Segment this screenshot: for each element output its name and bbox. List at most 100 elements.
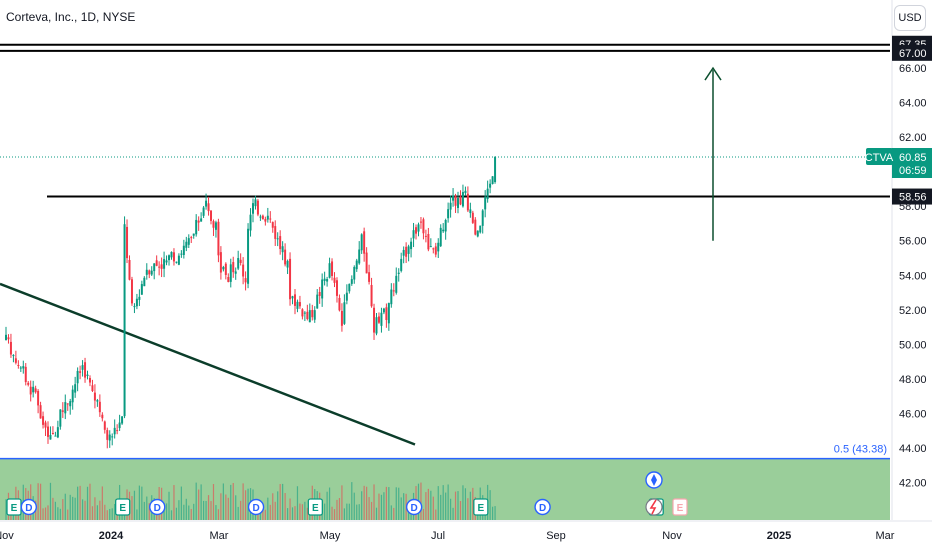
volume-bar bbox=[247, 488, 249, 520]
candle-body bbox=[108, 434, 111, 441]
volume-bar bbox=[180, 486, 182, 520]
volume-bar bbox=[338, 497, 341, 520]
volume-bar bbox=[454, 491, 457, 520]
time-axis-tick: 2024 bbox=[99, 530, 124, 542]
candle-body bbox=[333, 277, 336, 283]
candle-body bbox=[205, 200, 208, 207]
candle-body bbox=[486, 188, 489, 200]
dividend-marker-label: D bbox=[539, 503, 546, 514]
earnings-marker[interactable] bbox=[307, 498, 323, 516]
volume-bar bbox=[99, 500, 101, 520]
future-earnings-marker[interactable] bbox=[672, 498, 688, 516]
volume-bar bbox=[306, 507, 308, 520]
candle-body bbox=[249, 214, 252, 231]
volume-bar bbox=[358, 504, 360, 520]
volume-bar bbox=[190, 508, 192, 520]
volume-bar bbox=[291, 507, 294, 520]
dividend-marker[interactable] bbox=[534, 498, 551, 516]
earnings-marker[interactable] bbox=[115, 498, 131, 516]
candle-body bbox=[331, 261, 334, 276]
descending-trendline[interactable] bbox=[0, 282, 416, 446]
candle-body bbox=[227, 277, 230, 282]
volume-bar bbox=[203, 500, 205, 520]
candle-body bbox=[14, 358, 17, 363]
volume-bar bbox=[96, 505, 98, 520]
volume-bar bbox=[331, 506, 333, 520]
candle-body bbox=[71, 389, 74, 403]
earnings-marker[interactable] bbox=[473, 498, 489, 516]
candle-body bbox=[234, 271, 237, 274]
volume-bar bbox=[205, 500, 207, 520]
candle-body bbox=[353, 266, 356, 280]
candle-body bbox=[360, 234, 363, 251]
volume-bar bbox=[408, 509, 410, 520]
price-axis-tick: 48.00 bbox=[899, 374, 927, 386]
volume-bar bbox=[390, 505, 392, 520]
dividend-marker-label: D bbox=[411, 503, 418, 514]
candle-body bbox=[197, 220, 200, 223]
candle-body bbox=[422, 219, 425, 234]
candle-body bbox=[326, 279, 329, 282]
candle-body bbox=[49, 434, 52, 440]
candle-body bbox=[491, 176, 494, 185]
volume-bar bbox=[442, 485, 444, 520]
candle-body bbox=[392, 290, 395, 292]
candle-body bbox=[271, 222, 274, 228]
volume-bar bbox=[462, 485, 464, 520]
future-earnings-label: E bbox=[677, 503, 684, 514]
candle-body bbox=[382, 308, 385, 313]
dividend-marker-label: D bbox=[154, 503, 161, 514]
candle-body bbox=[293, 294, 296, 306]
dividend-marker[interactable] bbox=[405, 498, 423, 516]
target-arrow-head[interactable] bbox=[704, 66, 722, 81]
candle-body bbox=[61, 410, 64, 412]
candle-body bbox=[163, 259, 166, 269]
volume-bar bbox=[49, 482, 52, 520]
candle-body bbox=[328, 263, 331, 278]
lightning-icon bbox=[649, 499, 657, 515]
candle-body bbox=[276, 238, 279, 240]
candle-body bbox=[417, 224, 420, 232]
time-axis-tick: Mar bbox=[210, 530, 229, 542]
candle-body bbox=[400, 258, 403, 271]
currency-button[interactable]: USD bbox=[894, 5, 926, 31]
price-axis-panel bbox=[892, 0, 932, 550]
volume-bar bbox=[79, 485, 81, 520]
volume-bar bbox=[267, 497, 269, 520]
candle-body bbox=[256, 200, 259, 215]
dividend-marker[interactable] bbox=[20, 498, 38, 516]
volume-bar bbox=[457, 491, 459, 520]
candle-body bbox=[345, 292, 348, 301]
candle-body bbox=[298, 302, 301, 307]
candle-body bbox=[168, 255, 171, 261]
volume-bar bbox=[72, 496, 74, 520]
candle-body bbox=[39, 405, 42, 419]
candle-body bbox=[111, 436, 114, 438]
volume-bar bbox=[368, 497, 370, 520]
volume-bar bbox=[222, 483, 224, 520]
volume-bar bbox=[269, 504, 271, 520]
candle-body bbox=[434, 246, 437, 255]
candle-body bbox=[34, 388, 37, 393]
candle-body bbox=[237, 258, 240, 269]
candle-body bbox=[239, 259, 242, 263]
volume-bar bbox=[341, 485, 343, 520]
dividend-marker[interactable] bbox=[247, 498, 265, 516]
dividend-marker[interactable] bbox=[149, 498, 166, 516]
volume-bar bbox=[380, 494, 383, 520]
candle-body bbox=[69, 401, 72, 407]
volume-bar bbox=[393, 507, 395, 520]
candle-body bbox=[118, 422, 121, 429]
volume-bar bbox=[370, 501, 373, 520]
volume-bar bbox=[326, 491, 328, 520]
volume-bar bbox=[235, 495, 237, 520]
candle-body bbox=[368, 272, 371, 282]
candle-body bbox=[377, 316, 380, 323]
split-event-icon[interactable] bbox=[645, 498, 663, 516]
candle-body bbox=[207, 203, 210, 212]
volume-bar bbox=[472, 487, 474, 520]
candle-body bbox=[32, 386, 35, 393]
candle-body bbox=[101, 414, 104, 419]
